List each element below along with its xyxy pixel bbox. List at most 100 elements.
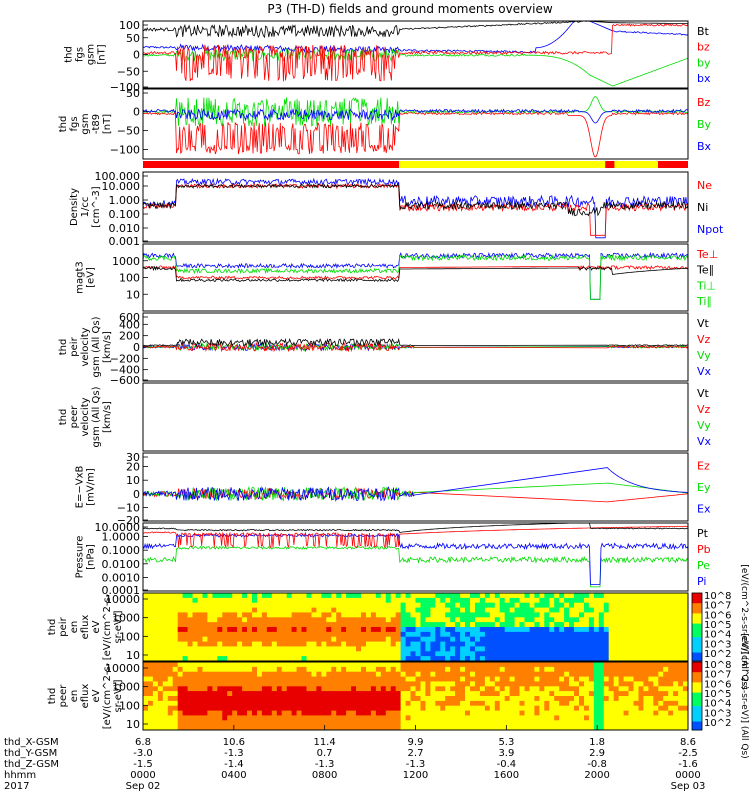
spectrogram-cell [638, 700, 644, 707]
spectrogram-cell [509, 681, 515, 687]
spectrogram-cell [257, 641, 263, 647]
spectrogram-cell [554, 656, 560, 662]
spectrogram-cell [356, 656, 362, 662]
spectrogram-cell [499, 641, 506, 647]
spectrogram-cell [588, 676, 595, 682]
spectrogram-cell [564, 631, 570, 638]
spectrogram-cell [212, 612, 218, 618]
spectrogram-cell [346, 705, 352, 711]
spectrogram-cell [336, 612, 342, 618]
spectrogram-cell [470, 602, 476, 608]
spectrogram-cell [326, 593, 332, 599]
spectrogram-cell [608, 666, 615, 673]
spectrogram-cell [370, 725, 377, 731]
spectrogram-cell [648, 617, 654, 623]
spectrogram-cell [291, 691, 297, 697]
spectrogram-cell [549, 651, 555, 657]
spectrogram-cell [613, 636, 620, 642]
spectrogram-cell [286, 686, 293, 692]
spectrogram-cell [326, 676, 332, 682]
spectrogram-cell [148, 646, 154, 652]
spectrogram-cell [187, 602, 193, 608]
spectrogram-cell [663, 700, 669, 707]
spectrogram-cell [450, 696, 456, 702]
spectrogram-cell [678, 622, 684, 628]
spectrogram-cell [286, 612, 293, 618]
spectrogram-cell [192, 612, 198, 618]
spectrogram-cell [400, 622, 406, 628]
spectrogram-cell [613, 696, 620, 702]
spectrogram-cell [588, 597, 595, 604]
spectrogram-cell [380, 641, 387, 647]
spectrogram-cell [658, 612, 664, 618]
spectrogram-cell [281, 597, 288, 604]
spectrogram-cell [192, 700, 198, 707]
colorbar-segment [692, 604, 702, 608]
spectrogram-cell [633, 710, 639, 716]
spectrogram-cell [316, 676, 322, 682]
spectrogram-cell [296, 651, 302, 657]
spectrogram-cell [331, 631, 337, 638]
ez-trace [142, 487, 689, 503]
spectrogram-cell [242, 676, 248, 682]
spectrogram-cell [296, 696, 302, 702]
spectrogram-cell [559, 597, 565, 604]
spectrogram-cell [395, 725, 402, 731]
spectrogram-cell [351, 705, 357, 711]
spectrogram-cell [524, 597, 530, 604]
spectrogram-cell [222, 666, 228, 673]
spectrogram-cell [460, 631, 466, 638]
spectrogram-cell [603, 662, 610, 668]
spectrogram-cell [375, 656, 382, 662]
spectrogram-cell [519, 641, 525, 647]
spectrogram-cell [658, 666, 664, 673]
spectrogram-cell [678, 696, 684, 702]
spectrogram-cell [143, 593, 149, 599]
spectrogram-cell [351, 725, 357, 731]
spectrogram-cell [291, 705, 297, 711]
spectrogram-cell [152, 700, 159, 707]
colorbar-segment [692, 593, 702, 596]
spectrogram-cell [351, 651, 357, 657]
spectrogram-cell [668, 720, 674, 726]
spectrogram-cell [217, 705, 223, 711]
x-tick-label: 0.7 [317, 748, 333, 759]
spectrogram-cell [668, 641, 674, 647]
spectrogram-cell [475, 671, 481, 677]
spectrogram-cell [331, 720, 337, 726]
spectrogram-cell [207, 636, 213, 642]
spectrogram-cell [341, 656, 347, 662]
spectrogram-cell [628, 646, 634, 652]
spectrogram-cell [574, 641, 580, 647]
spectrogram-cell [509, 671, 515, 677]
spectrogram-cell [291, 676, 297, 682]
spectrogram-cell [266, 593, 273, 599]
spectrogram-cell [489, 622, 496, 628]
legend-entry: Vt [697, 387, 710, 400]
spectrogram-cell [509, 705, 515, 711]
y-tick-label: 10.000 [102, 180, 141, 193]
spectrogram-cell [271, 696, 278, 702]
bx-trace [142, 20, 689, 55]
spectrogram-cell [148, 666, 154, 673]
spectrogram-cell [370, 651, 377, 657]
spectrogram-cell [524, 686, 530, 692]
y-tick-label: −100 [110, 144, 140, 157]
spectrogram-cell [400, 700, 406, 707]
colorbar-segment [692, 706, 702, 709]
spectrogram-cell [455, 597, 461, 604]
colorbar-segment [692, 621, 702, 625]
spectrogram-cell [633, 700, 639, 707]
spectrogram-cell [514, 612, 520, 618]
spectrogram-cell [579, 671, 585, 677]
spectrogram-cell [351, 720, 357, 726]
spectrogram-cell [588, 631, 595, 638]
spectrogram-cell [524, 641, 530, 647]
spectrogram-cell [148, 641, 154, 647]
spectrogram-cell [584, 617, 590, 623]
spectrogram-cell [574, 662, 580, 668]
spectrogram-cell [172, 656, 179, 662]
spectrogram-cell [162, 627, 169, 633]
spectrogram-cell [202, 666, 208, 673]
spectrogram-cell [484, 612, 491, 618]
